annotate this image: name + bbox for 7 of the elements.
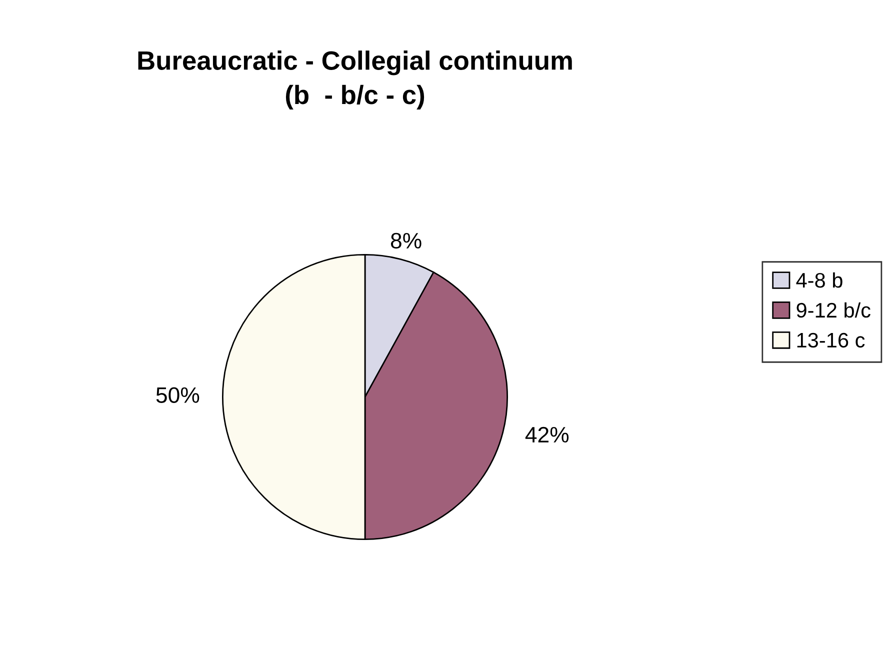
data-label: 42%	[525, 426, 569, 443]
chart-title: Bureaucratic - Collegial continuum (b - b/c - c)	[138, 50, 572, 110]
data-label: 8%	[390, 232, 422, 249]
legend-label: 4-8 b	[796, 272, 842, 288]
legend-label: 9-12 b/c	[796, 302, 870, 318]
legend-label: 13-16 c	[797, 332, 865, 348]
data-label: 50%	[156, 387, 200, 403]
